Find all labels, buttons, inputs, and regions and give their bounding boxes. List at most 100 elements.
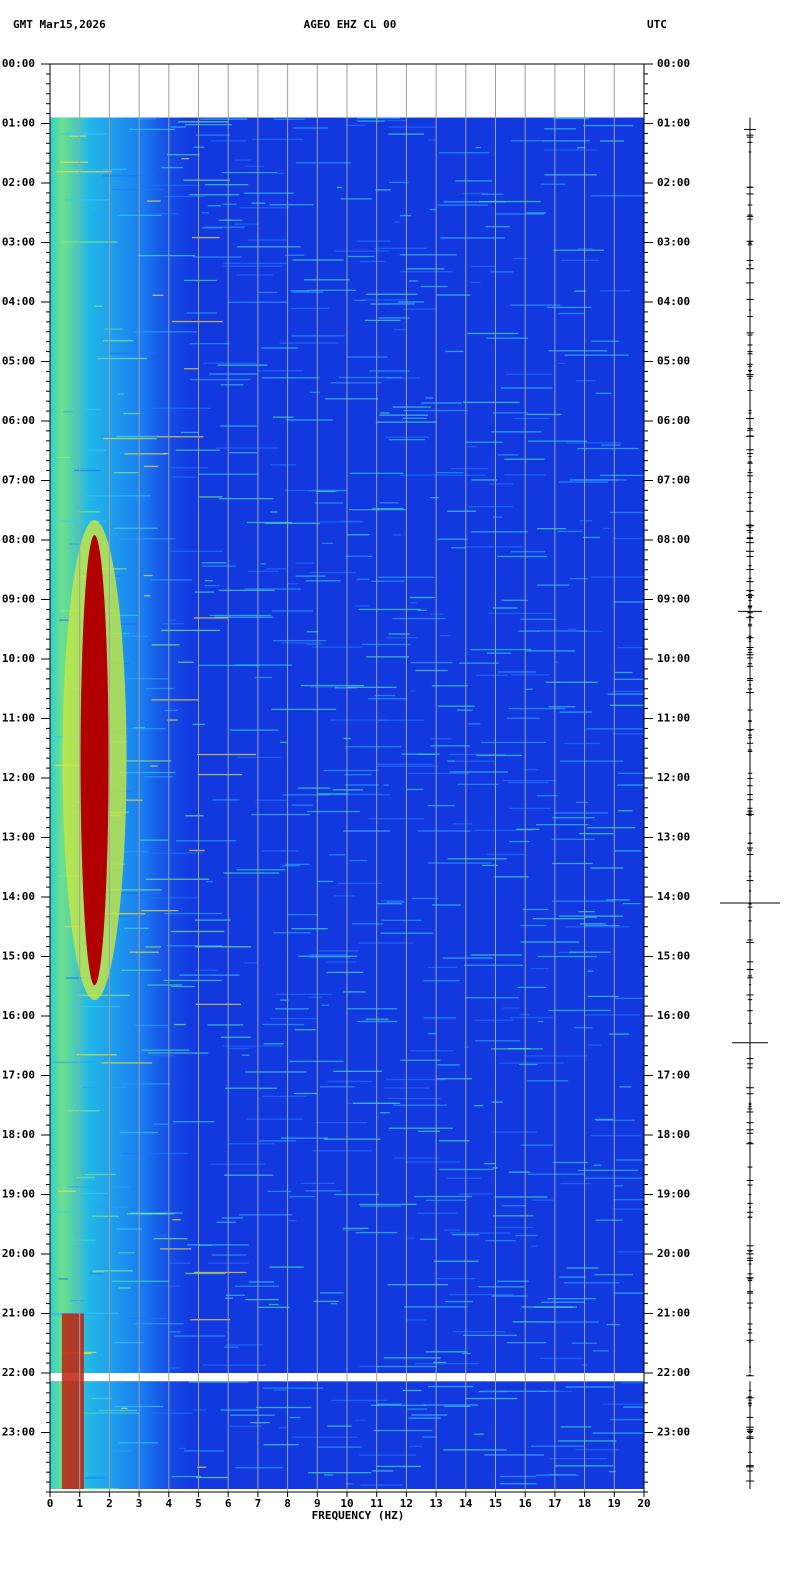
noise-streak xyxy=(527,1173,586,1175)
noise-streak xyxy=(326,971,364,974)
noise-streak xyxy=(148,1052,209,1054)
noise-streak xyxy=(244,192,294,194)
noise-streak xyxy=(286,419,333,421)
noise-streak xyxy=(495,213,544,215)
noise-streak xyxy=(321,1004,330,1006)
noise-streak xyxy=(485,225,510,228)
noise-streak xyxy=(111,188,164,191)
noise-streak xyxy=(435,1277,476,1280)
y-tick-label: 14:00 xyxy=(657,890,690,903)
noise-streak xyxy=(78,511,101,513)
noise-streak xyxy=(526,1080,569,1082)
noise-streak xyxy=(362,643,411,646)
noise-streak xyxy=(171,930,225,933)
noise-streak xyxy=(269,204,314,206)
noise-streak xyxy=(102,340,134,342)
noise-streak xyxy=(428,1032,436,1035)
noise-streak xyxy=(591,340,619,342)
noise-streak xyxy=(517,986,546,989)
noise-streak xyxy=(377,1403,402,1405)
noise-streak xyxy=(185,123,232,126)
noise-streak xyxy=(558,312,585,315)
noise-streak xyxy=(270,511,278,513)
noise-streak xyxy=(431,685,468,687)
noise-streak xyxy=(402,1389,422,1392)
noise-streak xyxy=(279,741,287,744)
noise-streak xyxy=(183,179,230,181)
x-tick-label: 0 xyxy=(47,1497,54,1510)
noise-streak xyxy=(352,923,384,925)
noise-streak xyxy=(549,1458,608,1460)
noise-streak xyxy=(267,1190,292,1193)
noise-streak xyxy=(195,946,251,948)
noise-streak xyxy=(470,281,481,284)
noise-streak xyxy=(536,1321,600,1323)
noise-streak xyxy=(547,306,592,309)
noise-streak xyxy=(147,984,183,986)
noise-streak xyxy=(444,1405,471,1408)
noise-streak xyxy=(172,320,223,323)
noise-streak xyxy=(409,690,416,692)
noise-streak xyxy=(561,259,599,261)
noise-streak xyxy=(123,412,141,415)
noise-streak xyxy=(196,1476,228,1479)
noise-streak xyxy=(587,970,594,972)
noise-streak xyxy=(151,699,199,701)
noise-streak xyxy=(463,964,523,966)
noise-streak xyxy=(288,1220,297,1222)
noise-streak xyxy=(199,496,223,498)
noise-streak xyxy=(331,1399,388,1402)
noise-streak xyxy=(184,1450,224,1452)
noise-streak xyxy=(446,1177,482,1179)
noise-streak xyxy=(261,377,320,379)
noise-streak xyxy=(145,946,161,948)
y-tick-label: 06:00 xyxy=(2,414,35,427)
noise-streak xyxy=(334,687,357,689)
noise-streak xyxy=(563,1282,620,1284)
noise-streak xyxy=(94,305,103,307)
noise-streak xyxy=(501,1205,526,1207)
noise-streak xyxy=(421,402,462,404)
noise-streak xyxy=(590,576,644,578)
noise-streak xyxy=(348,509,406,511)
noise-streak xyxy=(223,265,283,267)
noise-streak xyxy=(59,619,69,621)
noise-streak xyxy=(122,1152,188,1155)
noise-streak xyxy=(528,440,588,442)
noise-streak xyxy=(506,717,540,719)
noise-streak xyxy=(613,1199,644,1201)
y-tick-label: 12:00 xyxy=(2,771,35,784)
noise-streak xyxy=(69,135,87,137)
noise-streak xyxy=(160,1248,192,1250)
noise-streak xyxy=(109,352,156,355)
noise-streak xyxy=(538,1020,544,1023)
y-tick-label: 20:00 xyxy=(657,1247,690,1260)
noise-streak xyxy=(576,147,586,149)
noise-streak xyxy=(441,474,486,476)
noise-streak xyxy=(368,697,408,700)
noise-streak xyxy=(518,630,540,632)
noise-streak xyxy=(458,662,499,664)
noise-streak xyxy=(113,472,139,474)
noise-streak xyxy=(271,708,337,711)
noise-streak xyxy=(392,406,431,408)
noise-streak xyxy=(245,1298,279,1301)
noise-streak xyxy=(613,537,644,540)
noise-streak xyxy=(379,414,428,416)
noise-streak xyxy=(356,117,401,119)
noise-streak xyxy=(280,1137,328,1139)
noise-streak xyxy=(377,1465,422,1468)
noise-streak xyxy=(449,1294,514,1296)
noise-streak xyxy=(280,642,321,644)
noise-streak xyxy=(455,180,492,182)
noise-streak xyxy=(290,290,309,292)
noise-streak xyxy=(406,1319,427,1321)
y-tick-label: 17:00 xyxy=(657,1069,690,1082)
noise-streak xyxy=(143,465,159,468)
noise-streak xyxy=(436,1078,473,1080)
x-tick-label: 17 xyxy=(548,1497,561,1510)
x-axis-label: FREQUENCY (HZ) xyxy=(312,1509,405,1522)
noise-streak xyxy=(280,999,289,1001)
chart-title: AGEO EHZ CL 00 xyxy=(304,18,397,31)
noise-streak xyxy=(356,578,370,580)
